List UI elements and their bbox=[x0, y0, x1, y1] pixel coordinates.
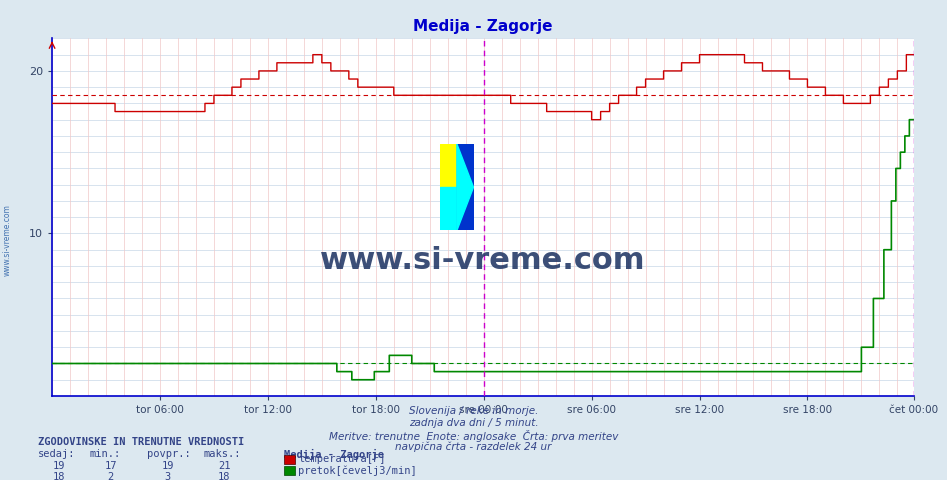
Text: navpična črta - razdelek 24 ur: navpična črta - razdelek 24 ur bbox=[395, 442, 552, 452]
Text: Medija - Zagorje: Medija - Zagorje bbox=[284, 449, 384, 460]
Text: Slovenija / reke in morje.: Slovenija / reke in morje. bbox=[409, 406, 538, 416]
Bar bbox=[457, 144, 474, 230]
Text: 19: 19 bbox=[161, 461, 174, 471]
Text: 18: 18 bbox=[52, 472, 65, 480]
Text: maks.:: maks.: bbox=[204, 449, 241, 459]
Text: povpr.:: povpr.: bbox=[147, 449, 190, 459]
Text: temperatura[F]: temperatura[F] bbox=[298, 455, 385, 464]
Text: 21: 21 bbox=[218, 461, 231, 471]
Text: 2: 2 bbox=[108, 472, 114, 480]
Bar bbox=[440, 187, 457, 230]
Text: min.:: min.: bbox=[90, 449, 121, 459]
Text: 17: 17 bbox=[104, 461, 117, 471]
Polygon shape bbox=[457, 144, 474, 230]
Text: 19: 19 bbox=[52, 461, 65, 471]
Text: zadnja dva dni / 5 minut.: zadnja dva dni / 5 minut. bbox=[409, 418, 538, 428]
Text: sedaj:: sedaj: bbox=[38, 449, 76, 459]
Text: Meritve: trenutne  Enote: anglosake  Črta: prva meritev: Meritve: trenutne Enote: anglosake Črta:… bbox=[329, 430, 618, 442]
Text: pretok[čevelj3/min]: pretok[čevelj3/min] bbox=[298, 465, 417, 476]
Text: 3: 3 bbox=[165, 472, 170, 480]
Text: www.si-vreme.com: www.si-vreme.com bbox=[320, 246, 646, 275]
Text: www.si-vreme.com: www.si-vreme.com bbox=[3, 204, 12, 276]
Text: ZGODOVINSKE IN TRENUTNE VREDNOSTI: ZGODOVINSKE IN TRENUTNE VREDNOSTI bbox=[38, 437, 244, 447]
Title: Medija - Zagorje: Medija - Zagorje bbox=[413, 20, 553, 35]
Bar bbox=[440, 144, 457, 187]
Text: 18: 18 bbox=[218, 472, 231, 480]
